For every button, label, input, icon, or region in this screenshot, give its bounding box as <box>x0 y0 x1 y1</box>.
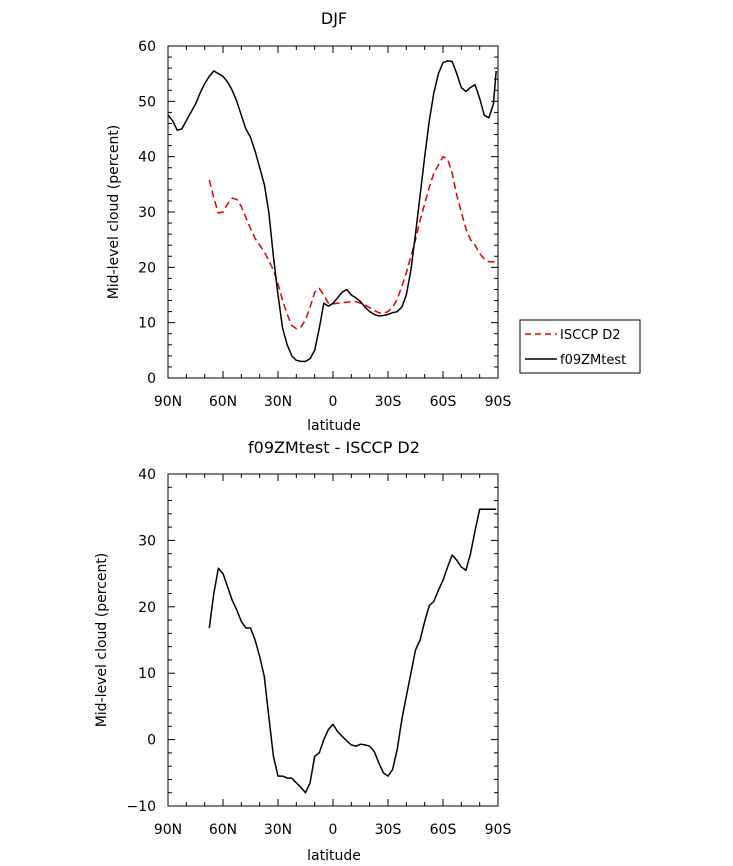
bottom-tick-labels: 90N 60N 30N 0 30S 60S 90S −10 0 10 20 30 40 <box>126 467 511 838</box>
x-tick-label: 30S <box>375 394 402 410</box>
y-tick-label: 20 <box>138 600 156 616</box>
x-tick-label: 0 <box>329 394 338 410</box>
x-tick-label: 60S <box>430 394 457 410</box>
x-tick-label: 60S <box>430 822 457 838</box>
bottom-x-axis-title: latitude <box>307 848 361 864</box>
y-tick-label: 0 <box>147 371 156 387</box>
top-tick-labels: 90N 60N 30N 0 30S 60S 90S 0 10 20 30 40 50 60 <box>138 39 511 410</box>
top-series-line-isccp-d2 <box>208 155 497 330</box>
bottom-plot-frame <box>167 473 499 807</box>
legend: ISCCP D2 f09ZMtest <box>519 319 641 374</box>
top-series-group <box>167 60 497 363</box>
legend-label-f09zmtest: f09ZMtest <box>560 353 626 368</box>
top-axis-ticks <box>167 45 499 379</box>
bottom-y-axis-title: Mid-level cloud (percent) <box>94 553 110 728</box>
y-tick-label: 60 <box>138 39 156 55</box>
y-tick-label: −10 <box>126 799 156 815</box>
top-y-axis-title: Mid-level cloud (percent) <box>106 125 122 300</box>
bottom-series-group <box>208 508 497 794</box>
bottom-panel: f09ZMtest - ISCCP D2 Mid-level cloud (pe… <box>94 438 511 864</box>
x-tick-label: 30S <box>375 822 402 838</box>
y-tick-label: 40 <box>138 467 156 483</box>
y-tick-label: 30 <box>138 533 156 549</box>
y-tick-label: 50 <box>138 94 156 110</box>
x-tick-label: 90S <box>485 394 512 410</box>
y-tick-label: 10 <box>138 666 156 682</box>
top-panel: DJF Mid-level cloud (percent) latitude 9… <box>106 9 511 434</box>
x-tick-label: 90N <box>154 822 182 838</box>
x-tick-label: 0 <box>329 822 338 838</box>
top-series-line-f09zmtest <box>167 60 497 363</box>
x-tick-label: 60N <box>209 394 237 410</box>
bottom-axis-ticks <box>167 473 499 807</box>
legend-label-isccp: ISCCP D2 <box>560 328 621 343</box>
x-tick-label: 90N <box>154 394 182 410</box>
y-tick-label: 30 <box>138 205 156 221</box>
x-tick-label: 90S <box>485 822 512 838</box>
bottom-panel-title: f09ZMtest - ISCCP D2 <box>248 438 420 457</box>
y-tick-label: 40 <box>138 150 156 166</box>
y-tick-label: 20 <box>138 260 156 276</box>
legend-box <box>519 319 641 374</box>
y-tick-label: 0 <box>147 733 156 749</box>
x-tick-label: 30N <box>264 394 292 410</box>
top-x-axis-title: latitude <box>307 418 361 434</box>
top-panel-title: DJF <box>321 9 347 28</box>
y-tick-label: 10 <box>138 316 156 332</box>
x-tick-label: 30N <box>264 822 292 838</box>
x-tick-label: 60N <box>209 822 237 838</box>
bottom-series-line-difference <box>208 508 497 794</box>
